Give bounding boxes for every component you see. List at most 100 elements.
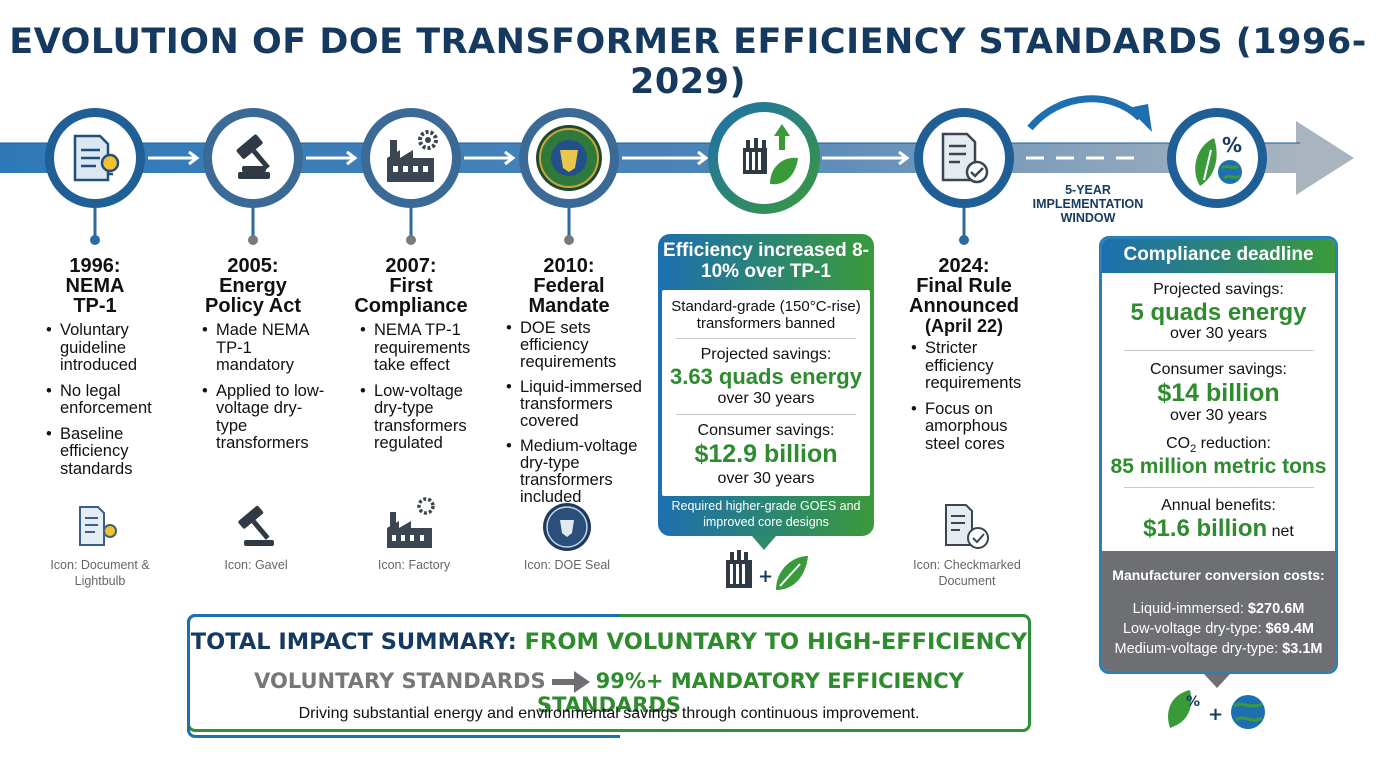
milestone-2010-bullets: DOE sets efficiency requirements Liquid-… <box>506 320 656 514</box>
small-factory-icon <box>387 497 435 548</box>
factory-icon <box>387 130 438 182</box>
svg-text:%: % <box>1186 694 1200 710</box>
bullet-item: NEMA TP-1 requirements take effect <box>360 321 490 375</box>
consumer-value: $12.9 billion <box>694 440 838 468</box>
card-body: Standard-grade (150°C-rise) transformers… <box>662 290 870 496</box>
node-2024 <box>914 108 1014 208</box>
icon-caption-2007: Icon: Factory <box>377 558 451 572</box>
milestone-name-line: Federal <box>533 275 605 297</box>
connector-dots <box>90 235 969 245</box>
milestone-2010-heading: 2010: Federal Mandate <box>504 256 634 316</box>
small-doe-seal-icon <box>543 503 591 551</box>
milestone-2007-heading: 2007: First Compliance <box>346 256 476 316</box>
node-2010 <box>519 108 619 208</box>
svg-text:+: + <box>758 566 773 587</box>
co2-label: CO2 reduction: <box>1102 435 1335 458</box>
milestone-date: (April 22) <box>924 316 1003 336</box>
node-connectors <box>93 205 966 238</box>
divider <box>1124 350 1314 351</box>
node-1996 <box>45 108 145 208</box>
annual-value-line: $1.6 billion net <box>1102 515 1335 543</box>
energy-value: 3.63 quads energy <box>670 364 862 389</box>
divider <box>1124 487 1314 488</box>
cost-value: $270.6M <box>1247 601 1305 617</box>
conversion-costs-title: Manufacturer conversion costs: <box>1112 567 1325 583</box>
card-footer: Required higher-grade GOES and improved … <box>671 499 861 529</box>
energy-period: over 30 years <box>1170 325 1267 342</box>
consumer-label: Consumer savings: <box>1150 361 1287 378</box>
arrow-right-icon <box>551 671 590 693</box>
bullet-item: DOE sets efficiency requirements <box>506 320 656 371</box>
bullet-item: Baseline efficiency standards <box>46 425 176 479</box>
bullet-item: Applied to low-voltage dry-type transfor… <box>202 382 330 453</box>
curved-arrow-icon <box>1027 95 1152 132</box>
icon-caption-2024: Icon: Checkmarked Document <box>913 558 1021 588</box>
leaf-percent-globe-icon: % <box>1195 133 1242 186</box>
cost-value: $3.1M <box>1282 641 1323 657</box>
summary-title-part1: TOTAL IMPACT SUMMARY: <box>190 629 525 655</box>
bullet-item: Medium-voltage dry-type transformers inc… <box>506 438 656 506</box>
milestone-year: 2010: <box>543 255 595 277</box>
co2-subscript: 2 <box>1190 443 1197 456</box>
bullet-item: Made NEMA TP-1 mandatory <box>202 321 330 375</box>
milestone-name-line: TP-1 <box>73 295 117 317</box>
node-2016 <box>708 102 820 214</box>
milestone-2029-card: Compliance deadline Projected savings: 5… <box>1099 236 1338 674</box>
card-header: Compliance deadline <box>1123 244 1314 265</box>
milestone-2005-heading: 2005: Energy Policy Act <box>188 256 318 316</box>
annual-value: $1.6 billion <box>1143 515 1268 542</box>
milestone-name-line: First <box>389 275 433 297</box>
milestone-year: 2007: <box>385 255 437 277</box>
consumer-value: $14 billion <box>1157 379 1280 407</box>
total-impact-summary: TOTAL IMPACT SUMMARY: FROM VOLUNTARY TO … <box>187 614 1031 738</box>
divider <box>676 414 856 415</box>
small-gavel-icon <box>238 505 274 546</box>
transformer-plus-leaf-icon: + <box>726 550 808 590</box>
summary-title: TOTAL IMPACT SUMMARY: FROM VOLUNTARY TO … <box>190 629 1028 655</box>
transformer-leaf-icon <box>743 124 798 185</box>
co2-suffix: reduction: <box>1196 435 1271 452</box>
bullet-item: Focus on amorphous steel cores <box>911 400 1041 454</box>
bullet-item: Stricter efficiency requirements <box>911 339 1041 393</box>
milestone-2024-heading: 2024: Final Rule Announced (April 22) <box>899 256 1029 336</box>
milestone-year: 1996: <box>69 255 121 277</box>
small-checkmarked-document-icon <box>945 504 989 549</box>
page-title: EVOLUTION OF DOE TRANSFORMER EFFICIENCY … <box>9 22 1367 102</box>
consumer-label: Consumer savings: <box>697 422 835 439</box>
milestone-name-line: Compliance <box>354 295 468 317</box>
milestone-1996-bullets: Voluntary guideline introduced No legal … <box>46 321 176 486</box>
divider <box>676 338 856 339</box>
bullet-item: Voluntary guideline introduced <box>46 321 176 375</box>
card-pointer <box>752 536 776 550</box>
card-pointer-2029 <box>1204 674 1230 688</box>
icon-caption-2010: Icon: DOE Seal <box>523 558 611 572</box>
summary-title-part2: FROM VOLUNTARY TO HIGH-EFFICIENCY <box>524 629 1028 655</box>
milestone-name-line: Final Rule <box>916 275 1012 297</box>
cost-label: Low-voltage dry-type: <box>1122 621 1266 637</box>
milestone-name-line: Mandate <box>528 295 610 317</box>
milestone-year: 2024: <box>938 255 990 277</box>
milestone-2024-bullets: Stricter efficiency requirements Focus o… <box>911 339 1041 461</box>
annual-suffix: net <box>1267 523 1294 540</box>
annual-label: Annual benefits: <box>1161 497 1276 514</box>
icon-caption-1996: Icon: Document & Lightbulb <box>50 558 150 588</box>
timeline-arrows <box>148 150 910 166</box>
node-2005 <box>203 108 303 208</box>
co2-prefix: CO <box>1166 435 1191 452</box>
node-2007 <box>361 108 461 208</box>
card-header-bar <box>1102 239 1335 273</box>
consumer-period: over 30 years <box>1170 407 1267 424</box>
leaf-plus-globe-icon: % + <box>1168 690 1265 729</box>
conversion-cost-row: Liquid-immersed: $270.6M <box>1102 601 1335 618</box>
node-2029: % <box>1167 108 1267 208</box>
milestone-2016-card: Efficiency increased 8-10% over TP-1 Sta… <box>658 234 874 536</box>
milestone-name-line: Announced <box>909 295 1019 317</box>
milestone-name-line: Policy Act <box>205 295 301 317</box>
gavel-icon <box>236 134 270 179</box>
document-lightbulb-icon <box>73 134 120 182</box>
milestone-2005-bullets: Made NEMA TP-1 mandatory Applied to low-… <box>202 321 330 461</box>
card-header: Efficiency increased 8-10% over TP-1 <box>663 240 869 282</box>
bullet-item: No legal enforcement <box>46 382 176 418</box>
energy-period: over 30 years <box>717 390 815 407</box>
